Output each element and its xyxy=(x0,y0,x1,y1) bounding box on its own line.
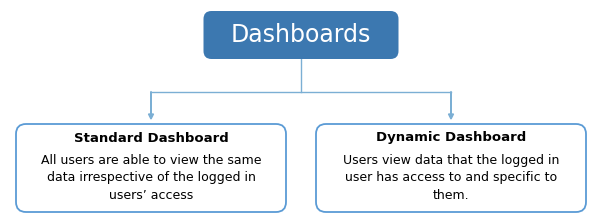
FancyArrow shape xyxy=(448,92,453,119)
FancyBboxPatch shape xyxy=(203,11,399,59)
Text: Dashboards: Dashboards xyxy=(231,23,371,47)
Text: Standard Dashboard: Standard Dashboard xyxy=(73,131,228,144)
FancyArrow shape xyxy=(149,92,154,119)
Text: All users are able to view the same
data irrespective of the logged in
users’ ac: All users are able to view the same data… xyxy=(41,154,261,202)
FancyBboxPatch shape xyxy=(316,124,586,212)
FancyBboxPatch shape xyxy=(16,124,286,212)
Text: Dynamic Dashboard: Dynamic Dashboard xyxy=(376,131,526,144)
Text: Users view data that the logged in
user has access to and specific to
them.: Users view data that the logged in user … xyxy=(343,154,559,202)
